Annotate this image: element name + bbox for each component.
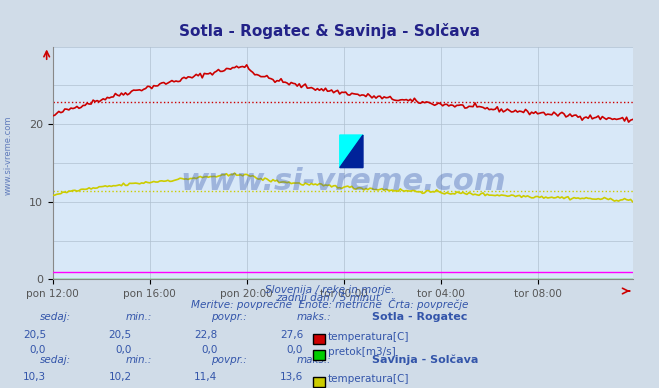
Text: temperatura[C]: temperatura[C] <box>328 331 410 341</box>
Text: sedaj:: sedaj: <box>40 312 71 322</box>
Text: temperatura[C]: temperatura[C] <box>328 374 410 384</box>
Text: 0,0: 0,0 <box>287 345 303 355</box>
Text: 0,0: 0,0 <box>115 345 132 355</box>
Text: Slovenija / reke in morje.: Slovenija / reke in morje. <box>265 285 394 295</box>
Text: 20,5: 20,5 <box>109 329 132 340</box>
Polygon shape <box>340 135 363 168</box>
Text: Sotla - Rogatec & Savinja - Solčava: Sotla - Rogatec & Savinja - Solčava <box>179 23 480 39</box>
Text: 20,5: 20,5 <box>23 329 46 340</box>
Text: Meritve: povprečne  Enote: metrične  Črta: povprečje: Meritve: povprečne Enote: metrične Črta:… <box>191 298 468 310</box>
Text: sedaj:: sedaj: <box>40 355 71 365</box>
Text: 11,4: 11,4 <box>194 372 217 382</box>
Text: www.si-vreme.com: www.si-vreme.com <box>3 116 13 195</box>
Text: www.si-vreme.com: www.si-vreme.com <box>180 167 505 196</box>
Text: 0,0: 0,0 <box>201 345 217 355</box>
Text: 22,8: 22,8 <box>194 329 217 340</box>
Polygon shape <box>340 135 363 168</box>
Text: Savinja - Solčava: Savinja - Solčava <box>372 354 478 365</box>
Text: 13,6: 13,6 <box>280 372 303 382</box>
Text: maks.:: maks.: <box>297 312 331 322</box>
Text: min.:: min.: <box>125 312 152 322</box>
Text: pretok[m3/s]: pretok[m3/s] <box>328 347 396 357</box>
Text: povpr.:: povpr.: <box>211 312 246 322</box>
Text: zadnji dan / 5 minut.: zadnji dan / 5 minut. <box>276 293 383 303</box>
Text: 10,2: 10,2 <box>109 372 132 382</box>
Text: min.:: min.: <box>125 355 152 365</box>
Text: 0,0: 0,0 <box>30 345 46 355</box>
Text: 10,3: 10,3 <box>23 372 46 382</box>
Text: Sotla - Rogatec: Sotla - Rogatec <box>372 312 468 322</box>
Text: povpr.:: povpr.: <box>211 355 246 365</box>
Text: maks.:: maks.: <box>297 355 331 365</box>
Text: 27,6: 27,6 <box>280 329 303 340</box>
